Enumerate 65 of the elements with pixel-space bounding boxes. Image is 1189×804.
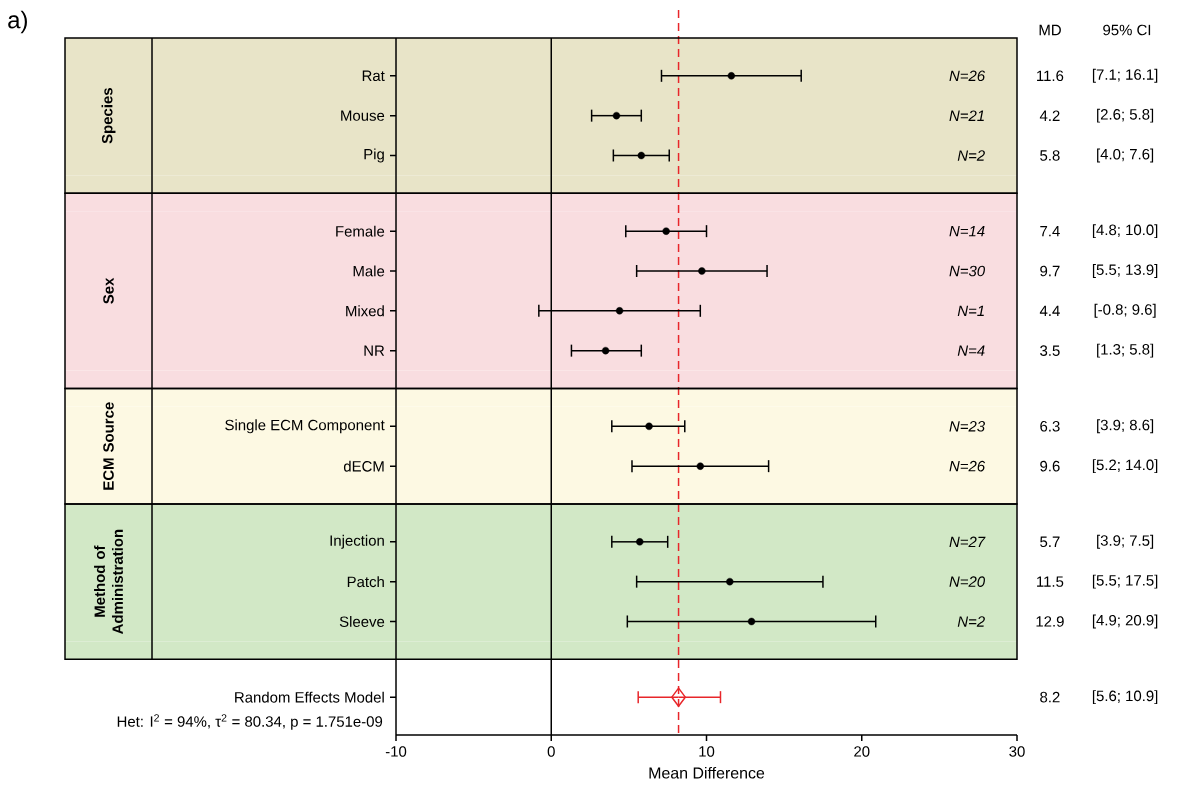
text: 5.7 — [1040, 536, 1060, 548]
text: [5.5; 13.9] — [1092, 264, 1158, 278]
x-tick-label: 0 — [547, 746, 555, 757]
y-tick-label: Male — [353, 265, 385, 277]
band-label: Species — [101, 88, 116, 144]
annotation: N=1 — [957, 305, 984, 316]
text: [1.3; 5.8] — [1097, 343, 1154, 358]
band-label: ECM Source — [103, 402, 114, 490]
annotation: N=23 — [949, 421, 985, 432]
band-label: Sex — [103, 277, 114, 304]
text: 3.5 — [1040, 345, 1060, 356]
y-tick-label: Sleeve — [339, 616, 385, 627]
text: 7.4 — [1040, 226, 1060, 237]
text: [-0.8; 9.6] — [1094, 303, 1156, 318]
y-tick-label: Single ECM Component — [225, 419, 385, 434]
text: 11.6 — [1037, 70, 1064, 82]
annotation: N=2 — [957, 150, 985, 161]
text: [3.9; 7.5] — [1097, 534, 1154, 549]
x-tick-label: 20 — [854, 746, 870, 757]
text: 8.2 — [1040, 691, 1060, 703]
text: [5.2; 14.0] — [1092, 459, 1158, 474]
annotation: N=2 — [957, 616, 985, 627]
band-label: Method of Administration — [94, 529, 123, 634]
text: 9.6 — [1040, 460, 1060, 472]
y-tick-label: Mixed — [346, 305, 384, 317]
text: 5.8 — [1040, 150, 1060, 161]
y-tick-label: Random Effects Model — [235, 691, 384, 703]
y-tick-label: dECM — [343, 460, 384, 472]
y-tick-label: Female — [336, 225, 385, 237]
text: [4.0; 7.6] — [1097, 148, 1154, 163]
text: 4.4 — [1039, 305, 1060, 316]
text: 95% CI — [1103, 24, 1151, 36]
x-tick-label: 30 — [1009, 746, 1025, 757]
text: [7.1; 16.1] — [1092, 68, 1158, 83]
text: [2.6; 5.8] — [1097, 108, 1154, 123]
x-tick-label: -10 — [385, 746, 407, 757]
text: [5.5; 17.5] — [1092, 574, 1158, 589]
text: 9.7 — [1040, 265, 1060, 277]
text: [4.9; 20.9] — [1092, 614, 1158, 629]
x-tick-label: 10 — [699, 746, 715, 757]
text: MD — [1039, 24, 1061, 36]
y-tick-label: Patch — [347, 576, 384, 588]
annotation: N=21 — [949, 110, 984, 121]
text: 12.9 — [1036, 616, 1064, 627]
y-tick-label: Rat — [362, 70, 385, 82]
annotation: N=26 — [949, 460, 986, 472]
text: 4.2 — [1039, 110, 1060, 121]
annotation: N=26 — [949, 70, 986, 82]
y-tick-label: Mouse — [341, 110, 385, 121]
y-tick-label: Pig — [364, 148, 384, 163]
text: [3.9; 8.6] — [1097, 419, 1154, 434]
annotation: N=20 — [949, 576, 985, 587]
annotation: N=14 — [949, 226, 985, 237]
text: Het: I$^{2}$ = 94%, τ$^{2}$ = 80.34, p = 1.751e-09 — [117, 714, 383, 730]
y-tick-label: Injection — [330, 534, 384, 549]
annotation: N=27 — [949, 536, 986, 548]
text: a) — [8, 10, 27, 34]
text: 11.5 — [1037, 576, 1064, 587]
annotation: N=4 — [957, 345, 985, 356]
annotation: N=30 — [949, 265, 985, 277]
x-axis-title: Mean Difference — [649, 766, 765, 779]
text: 6.3 — [1040, 421, 1060, 432]
text: [4.8; 10.0] — [1092, 224, 1158, 239]
y-tick-label: NR — [364, 345, 385, 356]
text: [5.6; 10.9] — [1092, 690, 1158, 705]
